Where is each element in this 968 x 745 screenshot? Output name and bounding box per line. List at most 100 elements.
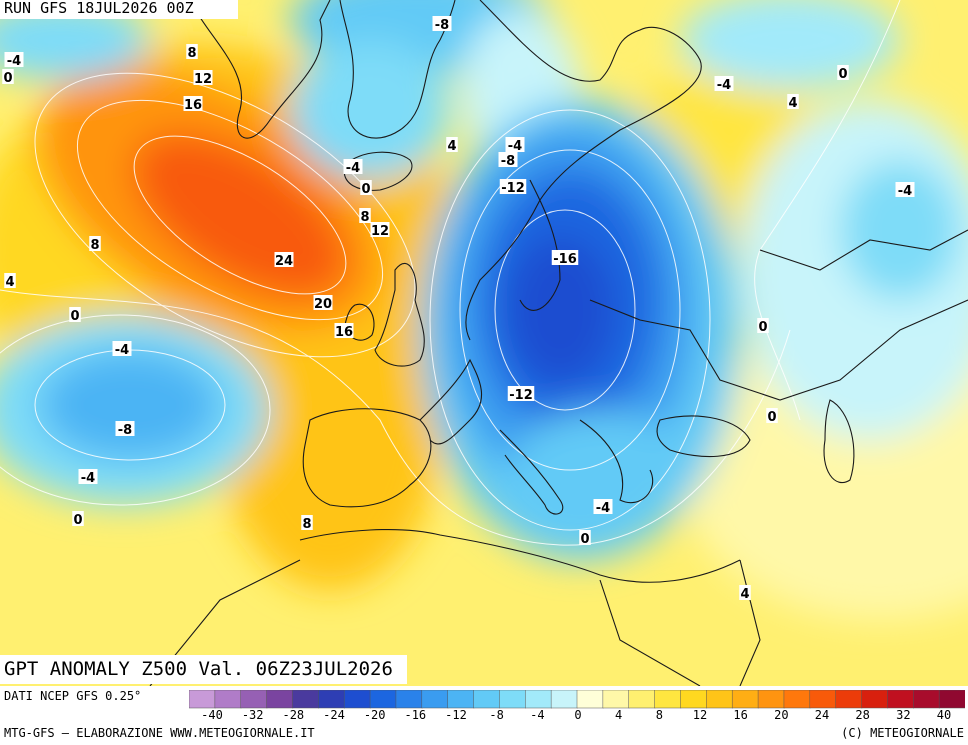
color-scale-swatch [369,689,397,709]
color-scale-tick-label: 32 [896,708,911,722]
svg-text:24: 24 [275,254,293,269]
color-scale-swatch [188,689,216,709]
svg-text:0: 0 [3,71,12,86]
color-scale-tick-label: -8 [489,708,504,722]
color-scale-tick-label: 4 [615,708,623,722]
color-scale-swatch [525,689,552,709]
color-scale-swatch [421,689,449,709]
color-scale-tick-label: -20 [363,708,386,722]
svg-text:-4: -4 [898,184,912,199]
color-scale-swatch [938,689,966,709]
color-scale-tick-label: -24 [323,708,345,722]
run-label: RUN GFS 18JUL2026 00Z [0,0,238,19]
svg-text:16: 16 [184,98,202,113]
contour-value-label: 24 [274,252,294,269]
color-scale-swatch [783,689,811,709]
color-scale-swatch [602,689,630,709]
svg-text:4: 4 [788,96,797,111]
contour-value-label: 0 [766,408,778,425]
color-scale-swatch [499,689,527,709]
contour-value-label: 4 [787,94,799,111]
svg-text:-4: -4 [508,139,522,154]
contour-value-label: -12 [507,386,535,403]
svg-text:8: 8 [187,46,196,61]
contour-value-label: -4 [714,76,734,93]
svg-text:0: 0 [838,67,847,82]
contour-value-label: 8 [186,44,198,61]
contour-value-label: -12 [499,179,527,196]
color-scale-swatch [835,689,863,709]
color-scale-swatch [861,689,889,709]
map-title: GPT ANOMALY Z500 Val. 06Z23JUL2026 [0,655,407,684]
svg-text:20: 20 [314,297,332,312]
color-scale-tick-label: 12 [692,708,708,722]
color-scale-legend [188,689,966,714]
color-scale-swatch [654,689,682,709]
svg-text:4: 4 [740,587,749,602]
contour-value-label: 12 [193,70,213,87]
svg-text:-4: -4 [717,78,731,93]
contour-value-label: -16 [551,250,579,267]
footer: DATI NCEP GFS 0.25° -40 -32 -28 -24 -20 -16 -1… [0,686,968,745]
svg-text:8: 8 [302,517,311,532]
contour-value-label: 0 [72,511,84,528]
svg-text:4: 4 [5,275,14,290]
color-scale-swatch [343,689,371,709]
color-scale-swatch [628,689,656,709]
svg-text:0: 0 [70,309,79,324]
svg-text:12: 12 [371,224,389,239]
color-scale-swatch [706,689,733,709]
color-scale-tick-label: -28 [282,708,305,722]
color-scale-swatch [731,689,759,709]
contour-value-label: 8 [301,515,313,532]
contour-value-label: -8 [498,152,518,169]
contour-value-label: -8 [115,421,135,438]
color-scale-swatch [292,689,320,709]
svg-text:-8: -8 [118,423,132,438]
contour-value-label: -4 [505,137,525,154]
contour-value-label: -4 [343,159,363,176]
color-scale-swatch [266,689,294,709]
contour-value-label: -4 [593,499,613,516]
color-scale-tick-label: 24 [814,708,830,722]
contour-value-label: -4 [112,341,132,358]
contour-value-label: 0 [2,69,14,86]
contour-value-label: 4 [446,137,458,154]
color-scale-swatch [809,689,837,709]
svg-text:-4: -4 [7,54,21,69]
color-scale-tick-label: -16 [404,708,427,722]
contour-value-label: 12 [370,222,390,239]
color-scale-swatch [550,689,578,709]
svg-text:-4: -4 [81,471,95,486]
contour-value-label: 4 [4,273,16,290]
color-scale-swatch [240,689,268,709]
color-scale-tick-label: -40 [201,708,223,722]
credit-right: (C) METEOGIORNALE [841,726,964,740]
svg-text:4: 4 [447,139,456,154]
color-scale-tick-label: 0 [574,708,582,722]
contour-value-label: 16 [183,96,203,113]
svg-text:12: 12 [194,72,212,87]
contour-value-label: 20 [313,295,333,312]
color-scale-swatch [318,689,345,709]
svg-text:0: 0 [73,513,82,528]
svg-text:0: 0 [758,320,767,335]
contour-value-label: 0 [579,530,591,547]
svg-text:-4: -4 [346,161,360,176]
svg-text:-12: -12 [509,388,533,403]
color-scale-tick-label: 40 [936,708,952,722]
color-scale-swatch [395,689,423,709]
contour-value-label: -4 [78,469,98,486]
color-scale-swatch [887,689,915,709]
contour-value-label: -4 [895,182,915,199]
contour-value-label: 16 [334,323,354,340]
credit-left: MTG-GFS — ELABORAZIONE WWW.METEOGIORNALE… [4,726,315,740]
svg-text:-8: -8 [501,154,515,169]
contour-value-label: 8 [89,236,101,253]
contour-value-label: 0 [757,318,769,335]
svg-text:16: 16 [335,325,353,340]
color-scale-tick-label: 16 [733,708,748,722]
color-scale-tick-label: 28 [855,708,870,722]
svg-text:-16: -16 [553,252,577,267]
contour-value-label: 4 [739,585,751,602]
